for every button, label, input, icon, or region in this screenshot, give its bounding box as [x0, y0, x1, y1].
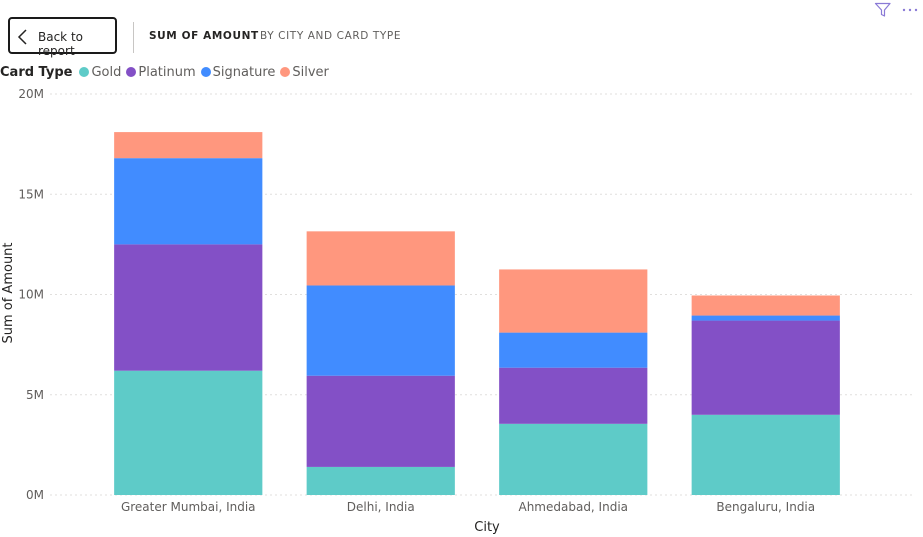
- header-divider: [133, 22, 134, 53]
- bar-segment-platinum[interactable]: [306, 375, 455, 467]
- bar-segment-platinum[interactable]: [499, 367, 648, 424]
- x-axis-title: City: [474, 520, 500, 535]
- bars: [114, 132, 840, 495]
- x-axis-ticks: Greater Mumbai, India Delhi, India Ahmedab…: [121, 500, 815, 514]
- legend-dot-silver: [280, 67, 291, 77]
- legend-title: Card Type: [0, 64, 73, 80]
- bar-segment-silver[interactable]: [114, 132, 263, 159]
- back-to-report-button[interactable]: Back to report: [8, 17, 117, 58]
- legend-item-signature[interactable]: Signature: [200, 64, 276, 80]
- legend-label-platinum: Platinum: [138, 64, 196, 80]
- legend-label-gold: Gold: [91, 64, 122, 80]
- bar-segment-gold[interactable]: [499, 423, 648, 495]
- stacked-bar-chart: 0M 5M 10M 15M 20M Greater Mumbai, India Delhi…: [1, 87, 915, 535]
- legend-dot-platinum: [126, 67, 137, 77]
- bar-segment-signature[interactable]: [691, 315, 840, 321]
- bar-segment-gold[interactable]: [306, 466, 455, 495]
- more-options-icon[interactable]: [901, 2, 919, 18]
- y-axis-ticks: 0M 5M 10M 15M 20M: [18, 87, 44, 502]
- bar-segment-gold[interactable]: [114, 370, 263, 495]
- legend-item-silver[interactable]: Silver: [280, 65, 329, 80]
- chart-title-primary: SUM OF AMOUNT: [149, 30, 259, 42]
- bar-segment-silver[interactable]: [691, 295, 840, 316]
- bar-segment-platinum[interactable]: [114, 244, 263, 371]
- legend-dot-signature: [200, 67, 211, 77]
- legend-label-signature: Signature: [212, 64, 276, 80]
- bar-segment-signature[interactable]: [114, 158, 263, 245]
- y-tick-label: 20M: [18, 87, 44, 101]
- y-tick-label: 15M: [18, 187, 44, 201]
- x-tick-label: Greater Mumbai, India: [121, 500, 256, 514]
- legend-label-silver: Silver: [292, 64, 329, 80]
- legend-item-platinum[interactable]: Platinum: [126, 64, 196, 80]
- bar-segment-platinum[interactable]: [691, 320, 840, 415]
- y-tick-label: 0M: [26, 488, 44, 502]
- bar-segment-signature[interactable]: [499, 332, 648, 368]
- bar-segment-signature[interactable]: [306, 285, 455, 376]
- x-tick-label: Bengaluru, India: [716, 500, 815, 514]
- legend-item-gold[interactable]: Gold: [79, 65, 121, 80]
- bar-segment-gold[interactable]: [691, 414, 840, 495]
- chevron-left-icon: [17, 29, 27, 45]
- bar-segment-silver[interactable]: [499, 269, 648, 333]
- y-tick-label: 10M: [18, 288, 44, 302]
- chart-title-secondary: BY CITY AND CARD TYPE: [260, 30, 402, 42]
- legend: Card Type Gold Platinum Signature Silver: [0, 63, 334, 81]
- x-tick-label: Delhi, India: [347, 500, 415, 514]
- bar-segment-silver[interactable]: [306, 231, 455, 286]
- y-axis-title: Sum of Amount: [1, 242, 16, 343]
- back-button-label: Back to report: [38, 30, 83, 58]
- filter-icon[interactable]: [874, 2, 892, 18]
- legend-dot-gold: [79, 67, 90, 77]
- x-tick-label: Ahmedabad, India: [518, 500, 628, 514]
- y-tick-label: 5M: [26, 388, 44, 402]
